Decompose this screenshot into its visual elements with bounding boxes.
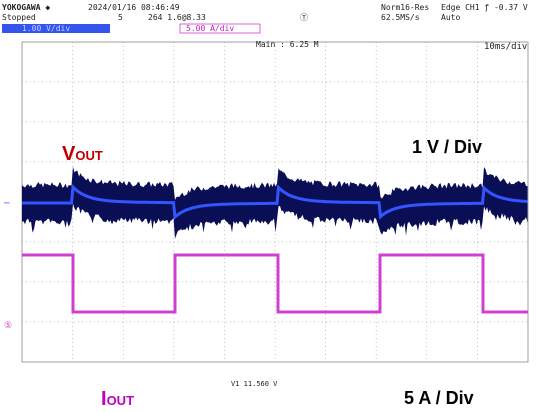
ch1-scale: 1.00 V/div xyxy=(22,24,70,33)
timestamp: 2024/01/16 08:46:49 xyxy=(88,3,180,12)
main-length: Main : 6.25 M xyxy=(256,40,319,49)
status: Stopped xyxy=(2,13,36,22)
timebase: 10ms/div xyxy=(484,42,527,52)
brand: YOKOGAWA ◆ xyxy=(2,3,50,12)
trigger: Edge CH1 ƒ -0.37 V xyxy=(441,3,528,12)
trigger-mode: Auto xyxy=(441,13,460,22)
rate: 62.5MS/s xyxy=(381,13,420,22)
scope-screen: YOKOGAWA ◆ 2024/01/16 08:46:49 Stopped 5… xyxy=(0,0,536,412)
acq-count: 5 xyxy=(118,13,123,22)
ch5-scale: 5.00 A/div xyxy=(186,24,234,33)
vout-scale: 1 V / Div xyxy=(412,137,482,157)
ch1-marker: ─ xyxy=(3,199,10,209)
iout-scale: 5 A / Div xyxy=(404,388,474,408)
record: 264 1.6@8.33 xyxy=(148,13,206,22)
trigger-marker: Ⓣ xyxy=(300,13,308,22)
ch5-marker: ⑤ xyxy=(4,321,12,331)
cursor-readout: V1 11.560 V xyxy=(231,380,278,388)
mode: Norm16-Res xyxy=(381,3,429,12)
